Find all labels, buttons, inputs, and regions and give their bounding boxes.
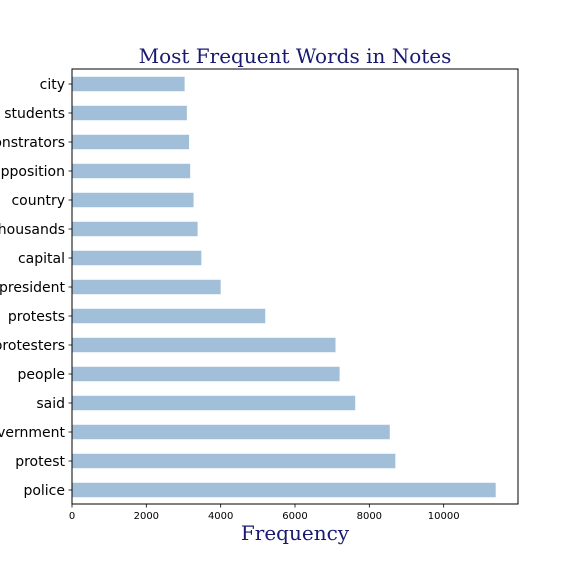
x-axis-ticks: 0 2000 4000 6000 8000 10000: [69, 504, 460, 522]
category-label: opposition: [0, 164, 65, 180]
bar-protest: [72, 453, 396, 469]
bar-government: [72, 424, 390, 440]
category-label: protests: [8, 309, 65, 325]
bar-city: [72, 76, 185, 92]
chart-title: Most Frequent Words in Notes: [139, 44, 452, 68]
x-axis-label: Frequency: [241, 521, 350, 545]
bar-police: [72, 482, 496, 498]
plot-frame: [71, 68, 519, 505]
bar-country: [72, 192, 194, 208]
category-label: thousands: [0, 222, 65, 238]
category-label: people: [18, 367, 65, 383]
bar-president: [72, 279, 221, 295]
category-label: protesters: [0, 338, 65, 354]
category-label: government: [0, 425, 65, 441]
bar-demonstrators: [72, 134, 190, 150]
category-label: students: [4, 106, 65, 122]
category-label: said: [36, 396, 65, 412]
x-tick-label: 8000: [357, 511, 382, 522]
x-tick-label: 6000: [282, 511, 307, 522]
x-tick-label: 4000: [208, 511, 233, 522]
x-tick-label: 10000: [428, 511, 460, 522]
category-label: police: [23, 483, 65, 499]
bar-opposition: [72, 163, 191, 179]
bar-protests: [72, 308, 266, 324]
category-label: protest: [15, 454, 65, 470]
bar-students: [72, 105, 187, 121]
bar-said: [72, 395, 356, 411]
category-label: city: [40, 77, 65, 93]
category-labels: police protest government said people protest…: [0, 77, 72, 499]
category-label: country: [11, 193, 65, 209]
bar-capital: [72, 250, 202, 266]
bars-group: [72, 76, 496, 498]
bar-protesters: [72, 337, 336, 353]
category-label: demonstrators: [0, 135, 65, 151]
x-tick-label: 0: [69, 511, 75, 522]
bar-people: [72, 366, 340, 382]
bar-thousands: [72, 221, 198, 237]
category-label: capital: [18, 251, 65, 267]
category-label: president: [0, 280, 66, 296]
x-tick-label: 2000: [134, 511, 159, 522]
